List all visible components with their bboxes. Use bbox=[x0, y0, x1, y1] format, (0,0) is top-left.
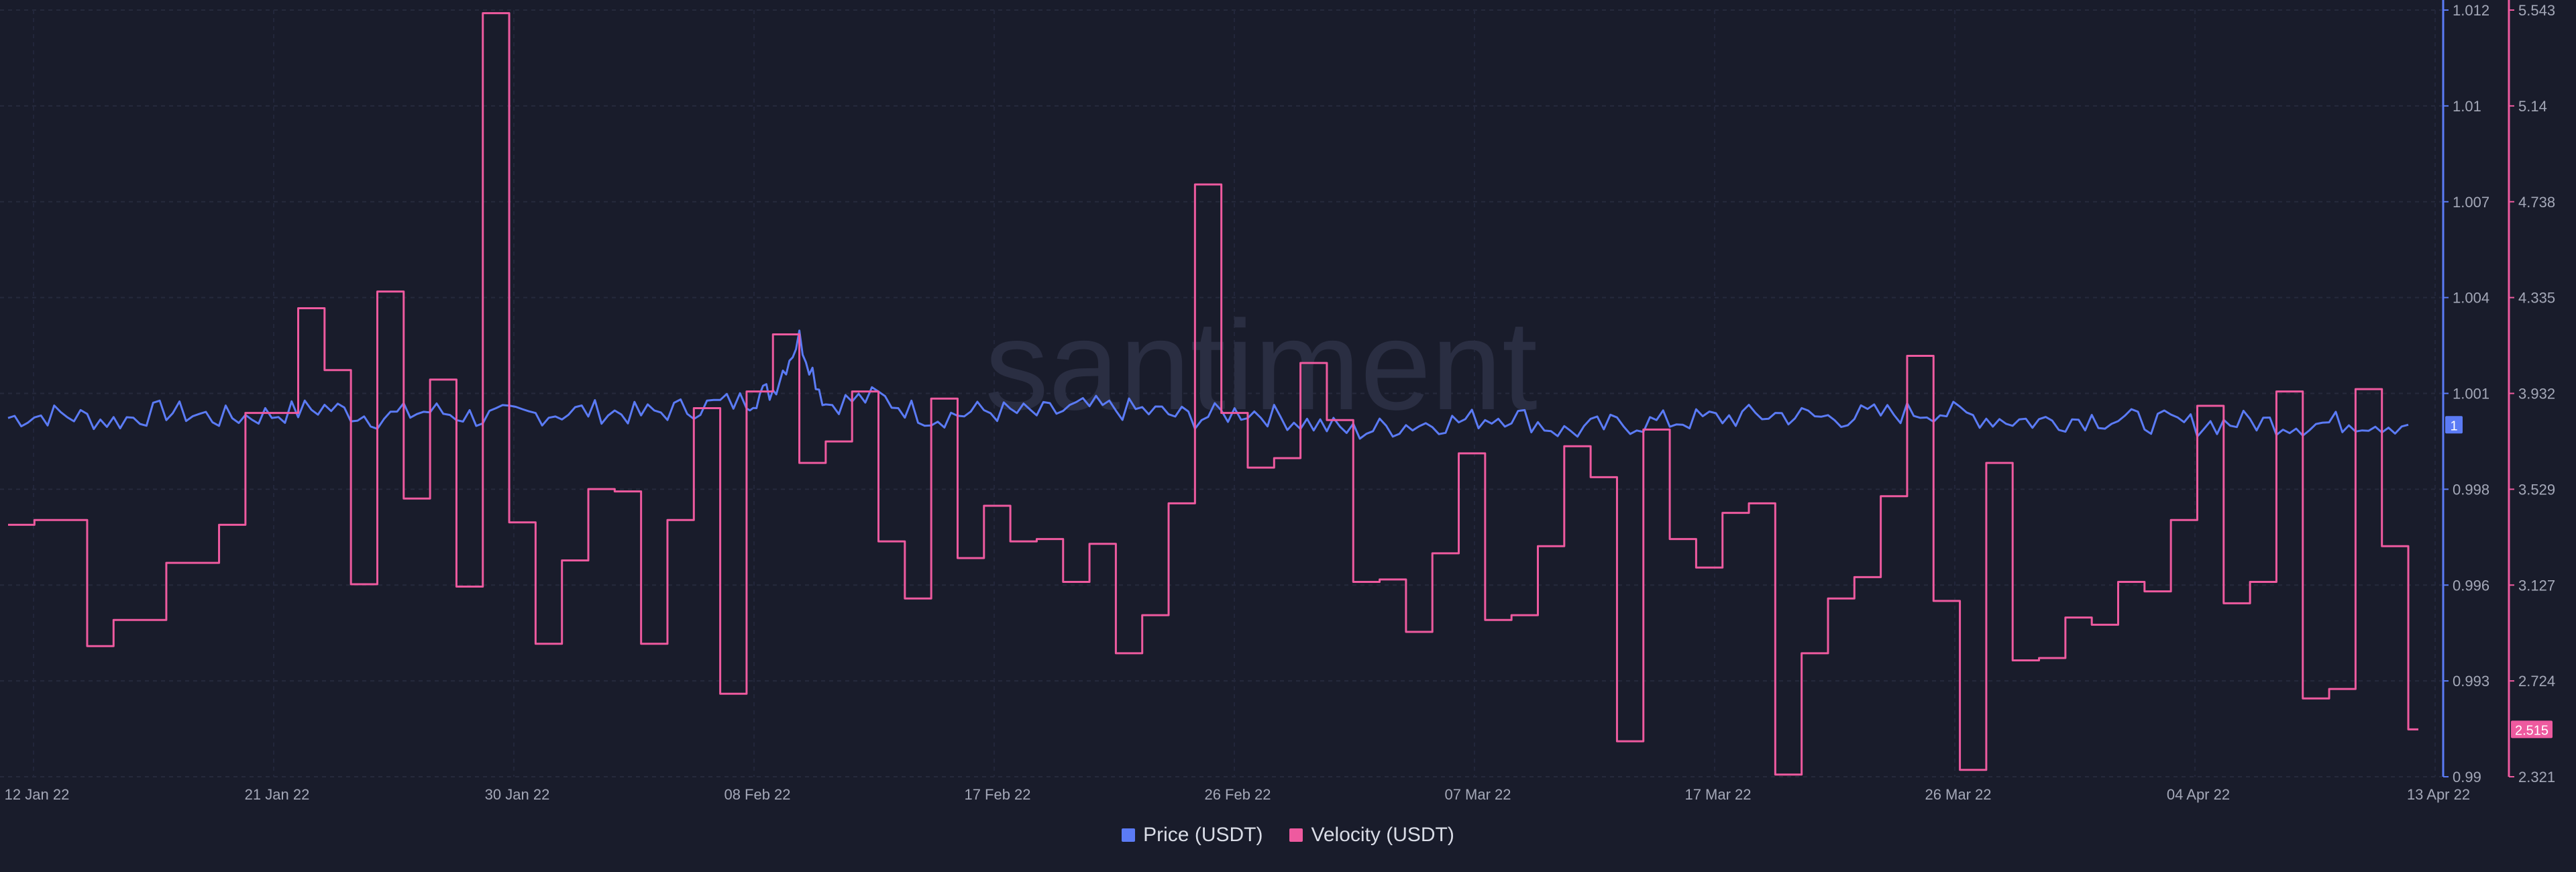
legend-price-label: Price (USDT) bbox=[1143, 824, 1263, 846]
legend-velocity-label: Velocity (USDT) bbox=[1311, 824, 1454, 846]
price-tick-label: 1.007 bbox=[2453, 194, 2489, 211]
price-tick-label: 0.998 bbox=[2453, 481, 2489, 498]
x-tick-label: 21 Jan 22 bbox=[245, 786, 310, 803]
x-tick-label: 30 Jan 22 bbox=[485, 786, 550, 803]
chart-svg: santiment 12 Jan 22 21 Jan 22 30 Jan 22 08 … bbox=[0, 0, 2555, 803]
x-tick-label: 13 Apr 22 bbox=[2407, 786, 2470, 803]
price-tick-label: 1.01 bbox=[2453, 98, 2481, 115]
velocity-tick-label: 5.543 bbox=[2518, 2, 2555, 19]
last-value-badges: 1 2.515 bbox=[2445, 416, 2553, 739]
velocity-axis-ticks: 5.543 5.14 4.738 4.335 3.932 3.529 3.127 2.724 2… bbox=[2509, 2, 2555, 785]
price-tick-label: 0.993 bbox=[2453, 673, 2489, 690]
velocity-last-label: 2.515 bbox=[2515, 723, 2548, 738]
series-line-velocity bbox=[8, 12, 2418, 776]
velocity-tick-label: 2.321 bbox=[2518, 769, 2555, 785]
velocity-tick-label: 3.529 bbox=[2518, 481, 2555, 498]
price-axis-ticks: 1.012 1.01 1.007 1.004 1.001 0.998 0.996 0.993 0… bbox=[2443, 2, 2489, 785]
price-tick-label: 1.012 bbox=[2453, 2, 2489, 19]
series-group bbox=[7, 12, 2418, 776]
series-line-price bbox=[7, 329, 2409, 440]
velocity-swatch bbox=[1289, 828, 1303, 842]
velocity-tick-label: 4.738 bbox=[2518, 194, 2555, 211]
x-tick-label: 07 Mar 22 bbox=[1444, 786, 1511, 803]
price-tick-label: 1.001 bbox=[2453, 386, 2489, 402]
x-tick-label: 12 Jan 22 bbox=[5, 786, 70, 803]
legend-item-price[interactable]: Price (USDT) bbox=[1122, 824, 1263, 847]
legend: Price (USDT) Velocity (USDT) bbox=[0, 824, 2576, 847]
velocity-tick-label: 3.127 bbox=[2518, 577, 2555, 594]
x-axis-ticks: 12 Jan 22 21 Jan 22 30 Jan 22 08 Feb 22 17 F… bbox=[5, 786, 2470, 803]
velocity-tick-label: 2.724 bbox=[2518, 673, 2555, 690]
x-tick-label: 04 Apr 22 bbox=[2167, 786, 2230, 803]
velocity-tick-label: 5.14 bbox=[2518, 98, 2547, 115]
velocity-tick-label: 3.932 bbox=[2518, 386, 2555, 402]
x-tick-label: 17 Feb 22 bbox=[964, 786, 1030, 803]
price-tick-label: 0.996 bbox=[2453, 577, 2489, 594]
price-last-label: 1 bbox=[2450, 419, 2457, 433]
x-tick-label: 08 Feb 22 bbox=[724, 786, 790, 803]
x-tick-label: 26 Mar 22 bbox=[1925, 786, 1991, 803]
x-tick-label: 17 Mar 22 bbox=[1684, 786, 1751, 803]
legend-item-velocity[interactable]: Velocity (USDT) bbox=[1289, 824, 1454, 847]
price-swatch bbox=[1122, 828, 1136, 842]
velocity-last-badge bbox=[2511, 720, 2553, 739]
watermark: santiment bbox=[985, 294, 1538, 437]
price-tick-label: 0.99 bbox=[2453, 769, 2481, 785]
x-tick-label: 26 Feb 22 bbox=[1204, 786, 1271, 803]
price-tick-label: 1.004 bbox=[2453, 290, 2489, 307]
grid-lines bbox=[0, 9, 2442, 777]
price-last-badge bbox=[2445, 416, 2463, 434]
velocity-tick-label: 4.335 bbox=[2518, 290, 2555, 307]
axes-group bbox=[2442, 0, 2510, 777]
